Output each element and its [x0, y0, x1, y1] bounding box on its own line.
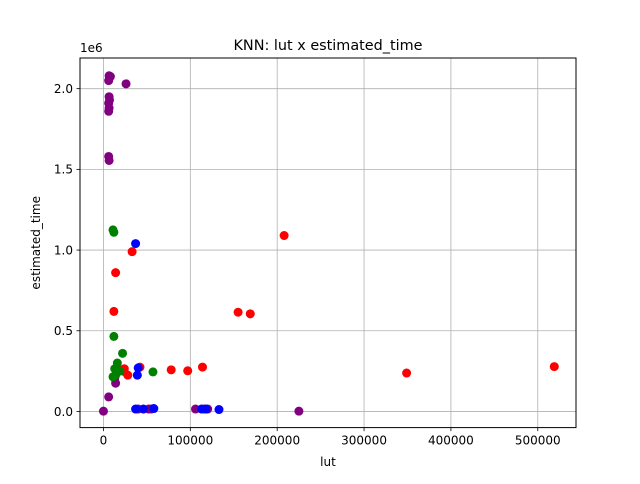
scatter-point: [131, 239, 141, 249]
y-tick-label: 0.0: [54, 405, 73, 419]
scatter-point: [197, 362, 207, 372]
scatter-point: [214, 405, 224, 415]
scatter-point: [148, 367, 158, 377]
scatter-point: [104, 155, 114, 165]
scatter-point: [104, 106, 114, 116]
y-axis-label: estimated_time: [29, 196, 43, 290]
scatter-point: [109, 306, 119, 316]
scatter-point: [131, 404, 141, 414]
y-tick-label: 1.5: [54, 163, 73, 177]
scatter-point: [111, 268, 121, 278]
scatter-point: [402, 368, 412, 378]
scatter-point: [138, 404, 148, 414]
series-group: [131, 239, 224, 415]
x-tick-label: 500000: [515, 434, 561, 448]
scatter-point: [121, 79, 131, 89]
x-tick-label: 300000: [341, 434, 387, 448]
scatter-point: [98, 406, 108, 416]
scatter-point: [294, 406, 304, 416]
scatter-point: [105, 72, 115, 82]
scatter-point: [118, 348, 128, 358]
chart-title: KNN: lut x estimated_time: [234, 38, 423, 54]
x-tick-label: 0: [100, 434, 108, 448]
x-axis-label: lut: [320, 455, 336, 469]
scatter-point: [549, 362, 559, 372]
y-tick-label: 0.5: [54, 324, 73, 338]
data-points: [98, 71, 559, 416]
scatter-point: [245, 309, 255, 319]
series-group: [108, 225, 158, 382]
scatter-point: [127, 247, 137, 257]
x-tick-label: 100000: [167, 434, 213, 448]
x-tick-label: 400000: [428, 434, 474, 448]
scatter-point: [201, 404, 211, 414]
x-tick-label: 200000: [254, 434, 300, 448]
scatter-point: [104, 392, 114, 402]
y-axis-offset-label: 1e6: [80, 41, 103, 55]
scatter-point: [166, 365, 176, 375]
scatter-point: [183, 366, 193, 376]
scatter-point: [233, 307, 243, 317]
y-tick-label: 2.0: [54, 82, 73, 96]
axis-ticks: 0 100000 200000 300000 400000 500000 0.0 0.5 1.0…: [54, 82, 561, 448]
scatter-point: [108, 372, 118, 382]
scatter-point: [149, 404, 159, 414]
y-tick-label: 1.0: [54, 243, 73, 257]
scatter-point: [132, 370, 142, 380]
scatter-point: [109, 227, 119, 237]
scatter-point: [133, 363, 143, 373]
scatter-point: [279, 231, 289, 241]
plot-frame: [79, 57, 577, 429]
scatter-point: [123, 370, 133, 380]
scatter-point: [109, 331, 119, 341]
grid-lines: [80, 58, 576, 428]
